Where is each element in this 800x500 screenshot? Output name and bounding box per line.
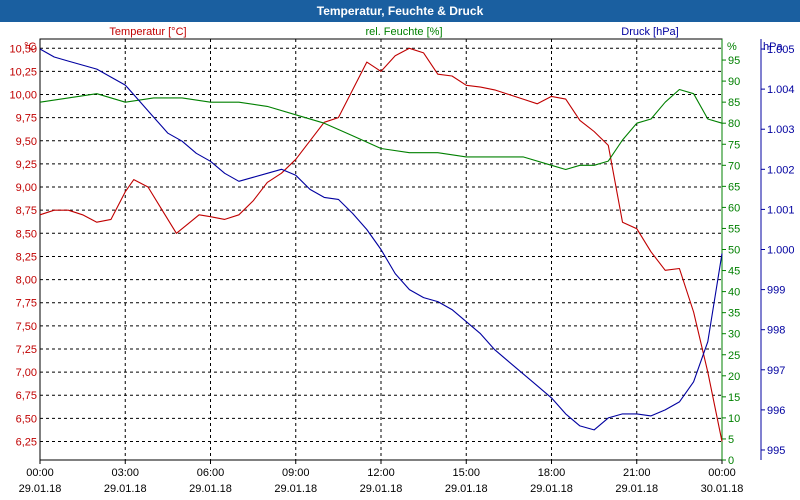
pressure-tick-label: 995 — [767, 445, 785, 457]
temperature-tick-label: 10,50 — [9, 43, 37, 55]
pressure-tick-label: 998 — [767, 325, 785, 337]
x-tick-label-time: 00:00 — [708, 467, 736, 479]
humidity-tick-label: 0 — [728, 455, 734, 467]
humidity-series-line — [39, 88, 723, 171]
humidity-tick-label: 75 — [728, 139, 740, 151]
x-tick-label-date: 29.01.18 — [19, 483, 62, 495]
temperature-tick-label: 8,00 — [16, 275, 37, 287]
pressure-tick-label: 996 — [767, 405, 785, 417]
temperature-tick-label: 7,00 — [16, 367, 37, 379]
temperature-tick-label: 6,75 — [16, 390, 37, 402]
x-tick-label-time: 12:00 — [367, 467, 395, 479]
humidity-axis-unit: % — [727, 41, 737, 53]
humidity-tick-label: 20 — [728, 371, 740, 383]
temperature-tick-label: 9,25 — [16, 159, 37, 171]
humidity-tick-label: 50 — [728, 245, 740, 257]
pressure-axis-unit: hPa — [763, 41, 783, 53]
humidity-tick-label: 85 — [728, 97, 740, 109]
pressure-tick-label: 997 — [767, 365, 785, 377]
x-tick-label-time: 18:00 — [538, 467, 566, 479]
pressure-tick-label: 1.005 — [767, 44, 795, 56]
x-tick-label-time: 06:00 — [197, 467, 225, 479]
humidity-tick-label: 95 — [728, 55, 740, 67]
temperature-tick-label: 7,75 — [16, 298, 37, 310]
pressure-axis-label: Druck [hPa] — [621, 26, 678, 38]
pressure-tick-label: 1.001 — [767, 204, 795, 216]
humidity-tick-label: 65 — [728, 181, 740, 193]
temperature-tick-label: 8,75 — [16, 205, 37, 217]
humidity-tick-label: 45 — [728, 266, 740, 278]
temperature-tick-label: 10,00 — [9, 90, 37, 102]
humidity-tick-label: 90 — [728, 76, 740, 88]
chart-title: Temperatur, Feuchte & Druck — [316, 4, 484, 18]
x-tick-label-time: 21:00 — [623, 467, 651, 479]
pressure-tick-label: 1.004 — [767, 84, 795, 96]
temperature-series-line — [39, 47, 723, 442]
humidity-tick-label: 25 — [728, 350, 740, 362]
chart-canvas: 00:00 29.01.18 03:00 29.01.18 06:00 29.01.18 0… — [9, 26, 795, 495]
x-tick-label-date: 29.01.18 — [530, 483, 573, 495]
humidity-tick-label: 70 — [728, 160, 740, 172]
x-tick-label-date: 29.01.18 — [615, 483, 658, 495]
pressure-tick-label: 1.003 — [767, 124, 795, 136]
humidity-tick-label: 10 — [728, 413, 740, 425]
humidity-tick-label: 55 — [728, 223, 740, 235]
humidity-tick-label: 35 — [728, 308, 740, 320]
x-tick-label-date: 29.01.18 — [274, 483, 317, 495]
x-tick-label-date: 30.01.18 — [701, 483, 744, 495]
pressure-series-line — [39, 48, 723, 431]
x-tick-label-time: 15:00 — [452, 467, 480, 479]
temperature-tick-label: 6,50 — [16, 413, 37, 425]
humidity-axis-label: rel. Feuchte [%] — [365, 26, 442, 38]
temperature-tick-label: 7,50 — [16, 321, 37, 333]
temperature-tick-label: 8,50 — [16, 228, 37, 240]
humidity-tick-label: 80 — [728, 118, 740, 130]
x-tick-label-date: 29.01.18 — [104, 483, 147, 495]
x-tick-label-time: 00:00 — [26, 467, 54, 479]
humidity-tick-label: 60 — [728, 202, 740, 214]
humidity-tick-label: 30 — [728, 329, 740, 341]
x-tick-label-date: 29.01.18 — [189, 483, 232, 495]
x-tick-label-time: 09:00 — [282, 467, 310, 479]
x-tick-label-date: 29.01.18 — [360, 483, 403, 495]
x-tick-label-time: 03:00 — [111, 467, 139, 479]
humidity-tick-label: 40 — [728, 287, 740, 299]
temperature-tick-label: 7,25 — [16, 344, 37, 356]
temperature-tick-label: 9,50 — [16, 136, 37, 148]
temperature-tick-label: 9,00 — [16, 182, 37, 194]
temperature-tick-label: 8,25 — [16, 251, 37, 263]
humidity-tick-label: 15 — [728, 392, 740, 404]
x-tick-label-date: 29.01.18 — [445, 483, 488, 495]
temperature-tick-label: 10,25 — [9, 66, 37, 78]
humidity-tick-label: 5 — [728, 434, 734, 446]
temperature-axis-unit: °C — [24, 41, 36, 53]
pressure-tick-label: 999 — [767, 285, 785, 297]
pressure-tick-label: 1.000 — [767, 245, 795, 257]
temperature-tick-label: 6,25 — [16, 436, 37, 448]
temperature-tick-label: 9,75 — [16, 113, 37, 125]
pressure-tick-label: 1.002 — [767, 164, 795, 176]
chart-title-bar: Temperatur, Feuchte & Druck — [0, 0, 800, 22]
temperature-axis-label: Temperatur [°C] — [109, 26, 186, 38]
